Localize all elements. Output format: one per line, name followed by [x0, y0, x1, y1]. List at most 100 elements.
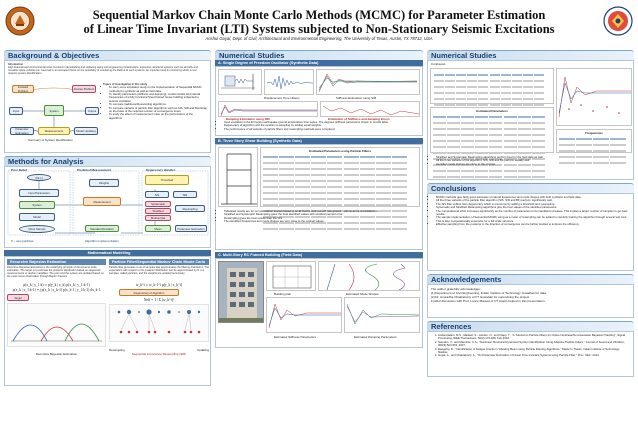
- field-damping-traces: [346, 303, 420, 325]
- sdof-caption-b: Stiffness Estimation using SIR: [336, 96, 377, 100]
- topic-item: To compare traditional Resampling algori…: [109, 102, 207, 106]
- table-row: [262, 219, 418, 225]
- table-cell: [460, 146, 474, 149]
- table-cell: [517, 116, 531, 119]
- table-cell: [489, 128, 503, 131]
- conclusions-heading: Conclusions: [427, 183, 634, 193]
- table-cell: [475, 146, 489, 149]
- table-cell: [262, 228, 278, 231]
- table-cell: [475, 152, 489, 155]
- right-convergence-traces: [558, 76, 631, 118]
- sdof-bullets: Input excitation is the El Centro earthq…: [218, 120, 418, 131]
- table-cell: [575, 138, 592, 141]
- table-cell: [610, 156, 627, 159]
- conclusions-panel: MCMC methods give fairly good estimates …: [427, 193, 634, 271]
- table-cell: [592, 156, 609, 159]
- table-cell: [375, 180, 391, 183]
- table-cell: [517, 176, 531, 179]
- poster-authors: Anshul Goyal, Dept. of Civil, Architectu…: [205, 36, 433, 41]
- table-cell: [327, 186, 343, 189]
- table-cell: [534, 80, 545, 83]
- flow-node-sir: SIR: [173, 191, 197, 198]
- pf-heading: Particle Filter/Sequential Markov Chain …: [109, 259, 209, 265]
- rbe-formula-1: p(x_k | y_1:k) ∝ p(y_k | x_k) p(x_k | y_…: [23, 283, 90, 287]
- table-cell: [444, 74, 455, 77]
- shear-panel: Estimated Parameters using Particle Filt…: [215, 144, 423, 250]
- table-cell: [359, 222, 375, 225]
- table-cell: [392, 204, 408, 207]
- table-cell: [444, 98, 455, 101]
- table-cell: [359, 168, 375, 171]
- table-row: [433, 83, 551, 89]
- table-cell: [359, 216, 375, 219]
- table-cell: [517, 122, 531, 125]
- table-cell: [517, 146, 531, 149]
- shear-heading: B. Three Story Shear Building (Synthetic…: [215, 138, 423, 144]
- table-cell: [294, 186, 310, 189]
- building-photo: [218, 261, 264, 323]
- right-bullet: Identified mode shapes are close to the …: [436, 162, 630, 166]
- table-cell: [503, 170, 517, 173]
- table-cell: [475, 134, 489, 137]
- table-row: [433, 89, 551, 95]
- table-cell: [343, 156, 359, 159]
- table-cell: [262, 204, 278, 207]
- table-cell: [432, 140, 446, 143]
- table-row: [262, 183, 418, 189]
- table-cell: [392, 228, 408, 231]
- diagram-node-output: Output: [85, 107, 99, 115]
- topics-block: Topics of investigation in this study To…: [103, 83, 207, 120]
- table-cell: [343, 228, 359, 231]
- table-cell: [558, 138, 575, 141]
- table-cell: [375, 156, 391, 159]
- table-cell: [278, 168, 294, 171]
- ack-line-1: The author gratefully acknowledges:: [431, 287, 481, 291]
- table-cell: [359, 186, 375, 189]
- table-cell: [592, 144, 609, 147]
- table-cell: [359, 198, 375, 201]
- table-cell: [327, 192, 343, 195]
- ack-panel: The author gratefully acknowledges: [1] …: [427, 284, 634, 318]
- table-cell: [392, 180, 408, 183]
- flow-node-parameter-estimation: Parameter Estimation: [175, 225, 207, 232]
- table-cell: [500, 98, 511, 101]
- table-cell: [460, 164, 474, 167]
- table-cell: [517, 128, 531, 131]
- table-row: [558, 141, 630, 147]
- table-row: [262, 153, 418, 159]
- table-cell: [478, 104, 489, 107]
- table-cell: [503, 176, 517, 179]
- table-cell: [433, 92, 444, 95]
- table-cell: [489, 86, 500, 89]
- table-cell: [432, 170, 446, 173]
- table-cell: [446, 152, 460, 155]
- flow-footer-left: θ – new particles: [11, 239, 34, 243]
- table-cell: [523, 92, 534, 95]
- table-cell: [575, 144, 592, 147]
- diagram-node-measurements: Measurements: [38, 127, 70, 135]
- table-cell: [489, 140, 503, 143]
- table-cell: [531, 128, 545, 131]
- table-row: [262, 207, 418, 213]
- prior-belief-label: Prior Belief: [11, 168, 28, 172]
- ack-line-2: [1] Department of Civil Engineering, Ind…: [431, 291, 547, 295]
- topics-title: Topics of investigation in this study: [103, 83, 148, 86]
- table-cell: [359, 210, 375, 213]
- table-cell: [278, 198, 294, 201]
- table-cell: [444, 80, 455, 83]
- damping-traces: [220, 104, 317, 117]
- building-plan-drawing: [272, 265, 312, 289]
- topic-item: To compare variants of particle filter a…: [109, 106, 207, 114]
- table-cell: [343, 186, 359, 189]
- table-cell: [359, 174, 375, 177]
- sdof-caption-d: Estimation of Stiffness and damping Erro…: [328, 117, 390, 121]
- rbe-formula-2: p(x_k | y_1:k-1) = ∫ p(x_k | x_k-1) p(x_…: [12, 288, 101, 292]
- table-cell: [359, 228, 375, 231]
- shear-results-table: Estimated Parameters using Particle Filt…: [260, 147, 420, 231]
- background-panel: Introduction High financial and environm…: [4, 60, 211, 153]
- table-row: [558, 147, 630, 153]
- table-cell: [432, 146, 446, 149]
- table-row: [433, 71, 551, 77]
- table-cell: [444, 92, 455, 95]
- table-cell: [592, 150, 609, 153]
